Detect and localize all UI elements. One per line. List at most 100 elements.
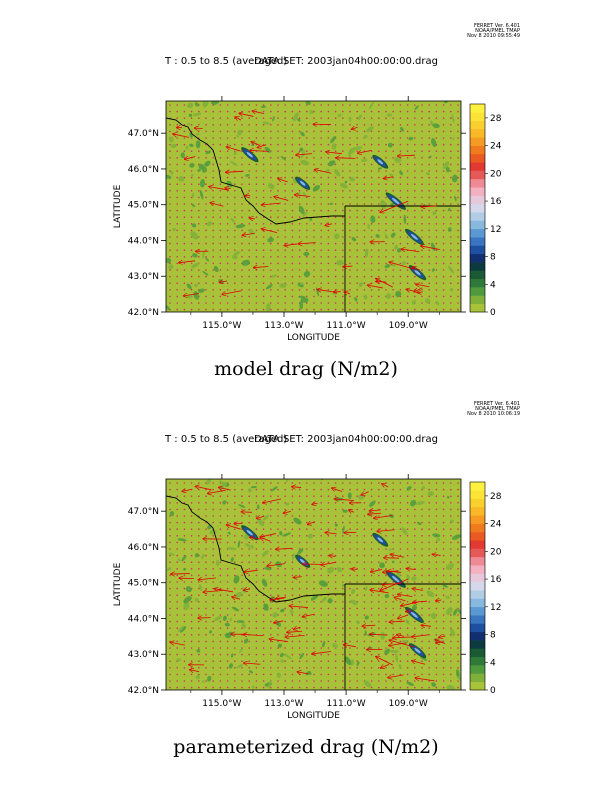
grid-dot (349, 627, 351, 629)
grid-dot (226, 587, 229, 590)
grid-dot (190, 594, 193, 596)
drag-vector (412, 635, 429, 637)
grid-dot (370, 535, 373, 537)
grid-dot (399, 117, 402, 119)
colorbar-tick-label: 12 (490, 603, 501, 613)
terrain-patch (236, 134, 240, 138)
field-background (166, 101, 461, 312)
grid-dot (421, 561, 423, 563)
grid-dot (442, 308, 445, 311)
grid-dot (241, 660, 243, 662)
colorbar-swatch (470, 623, 485, 633)
grid-dot (378, 488, 380, 491)
grid-dot (198, 236, 200, 238)
terrain-patch (334, 233, 340, 240)
drag-vector (195, 486, 212, 491)
grid-dot (234, 561, 236, 563)
grid-dot (327, 587, 330, 590)
grid-dot (298, 515, 301, 517)
grid-dot (176, 150, 178, 152)
grid-dot (234, 614, 236, 616)
grid-dot (241, 157, 243, 159)
grid-dot (198, 614, 200, 616)
grid-dot (406, 170, 409, 172)
grid-dot (342, 620, 344, 623)
grid-dot (248, 554, 250, 557)
terrain-patch (262, 514, 270, 521)
grid-dot (306, 255, 308, 258)
grid-dot (392, 242, 395, 245)
grid-dot (226, 110, 229, 113)
grid-dot (370, 653, 373, 656)
grid-dot (198, 673, 200, 676)
grid-dot (226, 295, 229, 298)
terrain-patch (321, 596, 327, 603)
grid-dot (435, 176, 438, 179)
grid-dot (370, 673, 373, 676)
grid-dot (457, 262, 459, 265)
grid-dot (450, 482, 452, 484)
grid-dot (349, 640, 351, 643)
terrain-patch (411, 576, 417, 581)
drag-vector (389, 621, 405, 622)
grid-dot (370, 295, 373, 298)
grid-dot (183, 289, 186, 291)
grid-dot (277, 660, 279, 662)
grid-dot (190, 640, 193, 643)
grid-dot (234, 541, 236, 544)
terrain-patch (348, 116, 352, 122)
terrain-patch (307, 533, 314, 539)
grid-dot (349, 223, 351, 225)
grid-dot (442, 117, 445, 119)
grid-dot (298, 594, 301, 596)
grid-dot (212, 508, 214, 511)
grid-dot (313, 640, 315, 643)
grid-dot (183, 229, 186, 232)
drag-vector (312, 503, 318, 504)
grid-dot (205, 216, 207, 218)
grid-dot (205, 295, 207, 298)
terrain-patch (445, 563, 455, 570)
terrain-patch (183, 602, 190, 611)
drag-vector (382, 583, 402, 584)
terrain-patch (194, 102, 199, 107)
terrain-patch (451, 114, 455, 123)
grid-dot (349, 269, 351, 271)
grid-dot (212, 653, 214, 656)
drag-vector (232, 597, 241, 599)
grid-dot (241, 686, 243, 689)
grid-dot (349, 482, 351, 484)
grid-dot (248, 308, 250, 311)
grid-dot (406, 223, 409, 225)
state-boundaries (166, 495, 461, 690)
grid-dot (378, 308, 380, 311)
grid-dot (442, 130, 445, 133)
drag-vector (325, 224, 333, 226)
grid-dot (428, 581, 431, 583)
grid-dot (255, 574, 258, 577)
drag-vector (368, 513, 382, 514)
grid-dot (356, 223, 359, 225)
grid-dot (212, 130, 214, 133)
grid-dot (183, 647, 186, 649)
terrain-patch (235, 591, 243, 598)
grid-dot (226, 289, 229, 291)
grid-dot (205, 110, 207, 113)
grid-dot (421, 130, 423, 133)
grid-dot (421, 548, 423, 550)
grid-dot (313, 117, 315, 119)
grid-dot (219, 124, 222, 126)
grid-dot (406, 150, 409, 152)
grid-dot (450, 295, 452, 298)
grid-dot (385, 667, 387, 669)
grid-dot (421, 614, 423, 616)
grid-dot (421, 269, 423, 271)
grid-dot (428, 110, 431, 113)
grid-dot (342, 137, 344, 139)
grid-dot (226, 209, 229, 212)
grid-dot (392, 209, 395, 212)
grid-dot (370, 515, 373, 517)
grid-dot (385, 581, 387, 583)
grid-dot (169, 515, 171, 517)
grid-dot (291, 680, 294, 682)
